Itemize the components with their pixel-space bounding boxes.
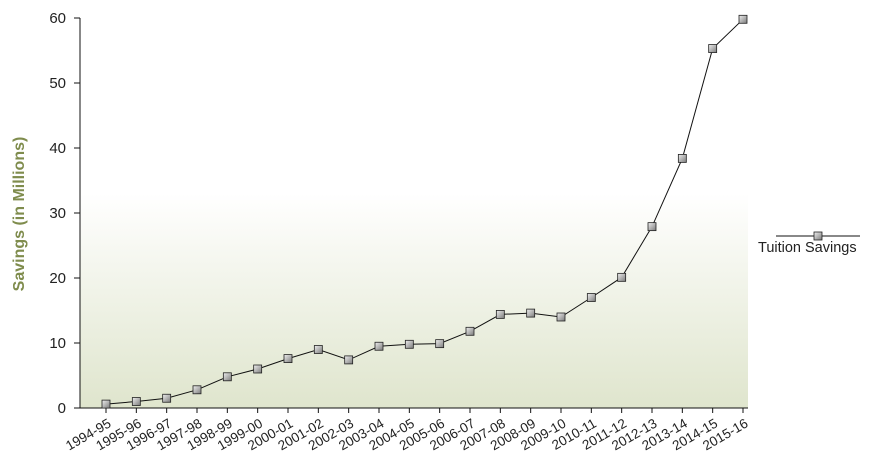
data-point-marker [101, 399, 111, 409]
data-point-marker [253, 364, 263, 374]
data-point-marker [374, 341, 384, 351]
data-point-marker [586, 293, 596, 302]
data-point-marker [435, 339, 445, 349]
data-point-marker [526, 308, 536, 318]
series-tuition-savings [101, 14, 748, 409]
data-point-marker [404, 339, 414, 349]
data-point-marker [647, 222, 657, 232]
data-point-marker [313, 345, 323, 354]
data-point-marker [344, 355, 354, 365]
data-point-marker [283, 354, 293, 364]
data-point-marker [677, 153, 687, 163]
y-tick-label: 40 [49, 140, 66, 157]
y-tick-label: 10 [49, 335, 66, 352]
data-point-marker [556, 312, 566, 322]
y-axis-ticks: 0 10 20 30 40 50 60 [49, 10, 80, 417]
data-point-marker [131, 397, 141, 406]
y-tick-label: 60 [49, 10, 66, 27]
data-point-marker [617, 272, 627, 282]
x-axis-ticks: 1994-951995-961996-971997-981998-991999-… [63, 408, 751, 453]
legend-label: Tuition Savings [758, 240, 857, 256]
y-tick-label: 50 [49, 75, 66, 92]
data-point-marker [192, 385, 202, 395]
data-point-marker [495, 309, 505, 319]
plot-area-background [80, 18, 748, 408]
data-point-marker [738, 14, 748, 24]
legend-marker-swatch [813, 231, 823, 241]
data-point-marker [222, 372, 232, 382]
y-axis-label: Savings (in Millions) [11, 137, 28, 292]
y-tick-label: 0 [58, 400, 66, 417]
data-point-marker [465, 326, 475, 336]
data-point-marker [708, 44, 718, 53]
data-point-marker [162, 393, 172, 403]
series-line [105, 18, 744, 405]
y-tick-label: 30 [49, 205, 66, 222]
legend: Tuition Savings [758, 231, 860, 256]
y-tick-label: 20 [49, 270, 66, 287]
